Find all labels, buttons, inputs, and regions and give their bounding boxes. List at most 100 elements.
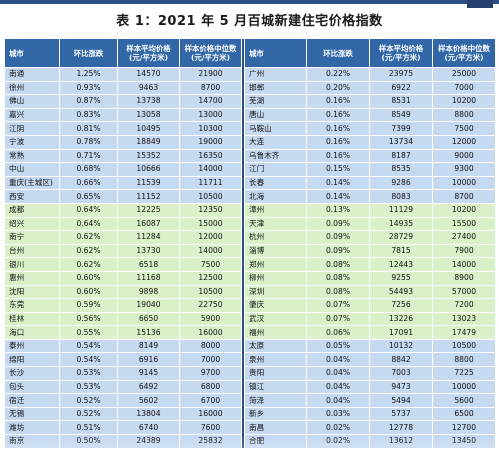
city-cell-right: 江门 [244, 162, 307, 177]
change-cell-right: 0.14% [306, 175, 370, 191]
median-price-cell-right: 10000 [432, 379, 496, 395]
median-price-cell-right: 7000 [432, 80, 496, 96]
change-cell: 0.71% [59, 148, 118, 164]
table-row: 宁波 0.78% 18849 19000 大连 0.16% 13734 12000 [4, 134, 496, 150]
column-divider [241, 38, 245, 68]
avg-price-cell-right: 7399 [369, 121, 433, 136]
change-cell: 0.87% [59, 94, 118, 109]
avg-price-cell: 11168 [117, 270, 180, 286]
median-price-cell: 14000 [179, 162, 242, 177]
city-cell: 泰州 [4, 338, 60, 354]
avg-price-cell: 11152 [117, 189, 180, 204]
city-cell-right: 菏泽 [244, 393, 307, 408]
median-price-cell-right: 27400 [432, 230, 496, 245]
column-divider [241, 339, 245, 353]
avg-price-cell-right: 8842 [369, 352, 433, 368]
median-price-cell-right: 7200 [432, 298, 496, 313]
table-row: 桂林 0.56% 6650 5900 武汉 0.07% 13226 13023 [4, 311, 496, 327]
city-cell: 包头 [4, 379, 60, 395]
change-cell-right: 0.16% [306, 134, 370, 150]
column-divider [241, 121, 245, 136]
change-cell: 1.25% [59, 67, 118, 82]
city-cell-right: 北海 [244, 189, 307, 204]
avg-price-cell-right: 12778 [369, 420, 433, 436]
city-cell-right: 唐山 [244, 107, 307, 123]
city-cell-right: 太原 [244, 338, 307, 354]
header-avg-price-label: 样本平均价格 (元/平方米) [126, 44, 171, 62]
city-cell: 西安 [4, 189, 60, 204]
median-price-cell: 11711 [179, 175, 242, 191]
median-price-cell: 25832 [179, 434, 242, 449]
city-cell-right: 泉州 [244, 352, 307, 368]
table-row: 包头 0.53% 6492 6800 镇江 0.04% 9473 10000 [4, 379, 496, 395]
city-cell: 徐州 [4, 80, 60, 96]
median-price-cell: 14700 [179, 94, 242, 109]
column-divider [241, 203, 245, 218]
change-cell-right: 0.09% [306, 216, 370, 232]
table-row: 无锡 0.52% 13804 16000 新乡 0.03% 5737 6500 [4, 406, 496, 422]
table-body: 南通 1.25% 14570 21900 广州 0.22% 23975 25000 徐州 0.93… [4, 67, 496, 449]
city-cell-right: 郑州 [244, 257, 307, 272]
avg-price-cell-right: 8187 [369, 148, 433, 164]
median-price-cell-right: 10200 [432, 202, 496, 218]
change-cell-right: 0.08% [306, 284, 370, 300]
city-cell: 佛山 [4, 94, 60, 109]
column-divider [241, 67, 245, 82]
median-price-cell: 10500 [179, 284, 242, 300]
change-cell-right: 0.16% [306, 94, 370, 109]
avg-price-cell-right: 7815 [369, 243, 433, 259]
avg-price-cell-right: 11129 [369, 202, 433, 218]
avg-price-cell: 18849 [117, 134, 180, 150]
median-price-cell-right: 5600 [432, 393, 496, 408]
city-cell: 成都 [4, 202, 60, 218]
city-cell: 银川 [4, 257, 60, 272]
city-cell: 沈阳 [4, 284, 60, 300]
column-divider [241, 189, 245, 204]
city-cell: 无锡 [4, 406, 60, 422]
city-cell-right: 邯郸 [244, 80, 307, 96]
avg-price-cell-right: 6922 [369, 80, 433, 96]
change-cell: 0.52% [59, 406, 118, 422]
column-divider [241, 407, 245, 421]
avg-price-cell-right: 8083 [369, 189, 433, 204]
median-price-cell-right: 25000 [432, 67, 496, 82]
city-cell: 长沙 [4, 366, 60, 381]
change-cell: 0.78% [59, 134, 118, 150]
city-cell: 潍坊 [4, 420, 60, 436]
avg-price-cell: 16087 [117, 216, 180, 232]
column-divider [241, 81, 245, 95]
city-cell-right: 漳州 [244, 202, 307, 218]
avg-price-cell: 6650 [117, 311, 180, 327]
change-cell-right: 0.04% [306, 366, 370, 381]
median-price-cell-right: 17479 [432, 325, 496, 340]
median-price-cell-right: 7900 [432, 243, 496, 259]
column-divider [241, 352, 245, 367]
city-cell: 南京 [4, 434, 60, 449]
median-price-cell-right: 7225 [432, 366, 496, 381]
avg-price-cell-right: 8535 [369, 162, 433, 177]
change-cell-right: 0.04% [306, 379, 370, 395]
city-cell-right: 广州 [244, 67, 307, 82]
column-divider [241, 135, 245, 150]
avg-price-cell-right: 9255 [369, 270, 433, 286]
median-price-cell-right: 7500 [432, 121, 496, 136]
median-price-cell: 6800 [179, 379, 242, 395]
change-cell: 0.62% [59, 257, 118, 272]
median-price-cell: 16350 [179, 148, 242, 164]
city-cell: 桂林 [4, 311, 60, 327]
city-cell-right: 乌鲁木齐 [244, 148, 307, 164]
median-price-cell-right: 57000 [432, 284, 496, 300]
city-cell-right: 马鞍山 [244, 121, 307, 136]
change-cell: 0.53% [59, 366, 118, 381]
city-cell-right: 长春 [244, 175, 307, 191]
table-row: 宿迁 0.52% 5602 6700 菏泽 0.04% 5494 5600 [4, 393, 496, 408]
city-cell: 海口 [4, 325, 60, 340]
column-divider [241, 244, 245, 258]
avg-price-cell-right: 8531 [369, 94, 433, 109]
column-divider [241, 420, 245, 435]
median-price-cell-right: 8900 [432, 270, 496, 286]
change-cell-right: 0.07% [306, 311, 370, 327]
header-avg-price-label-right: 样本平均价格 (元/平方米) [378, 44, 424, 62]
change-cell: 0.52% [59, 393, 118, 408]
